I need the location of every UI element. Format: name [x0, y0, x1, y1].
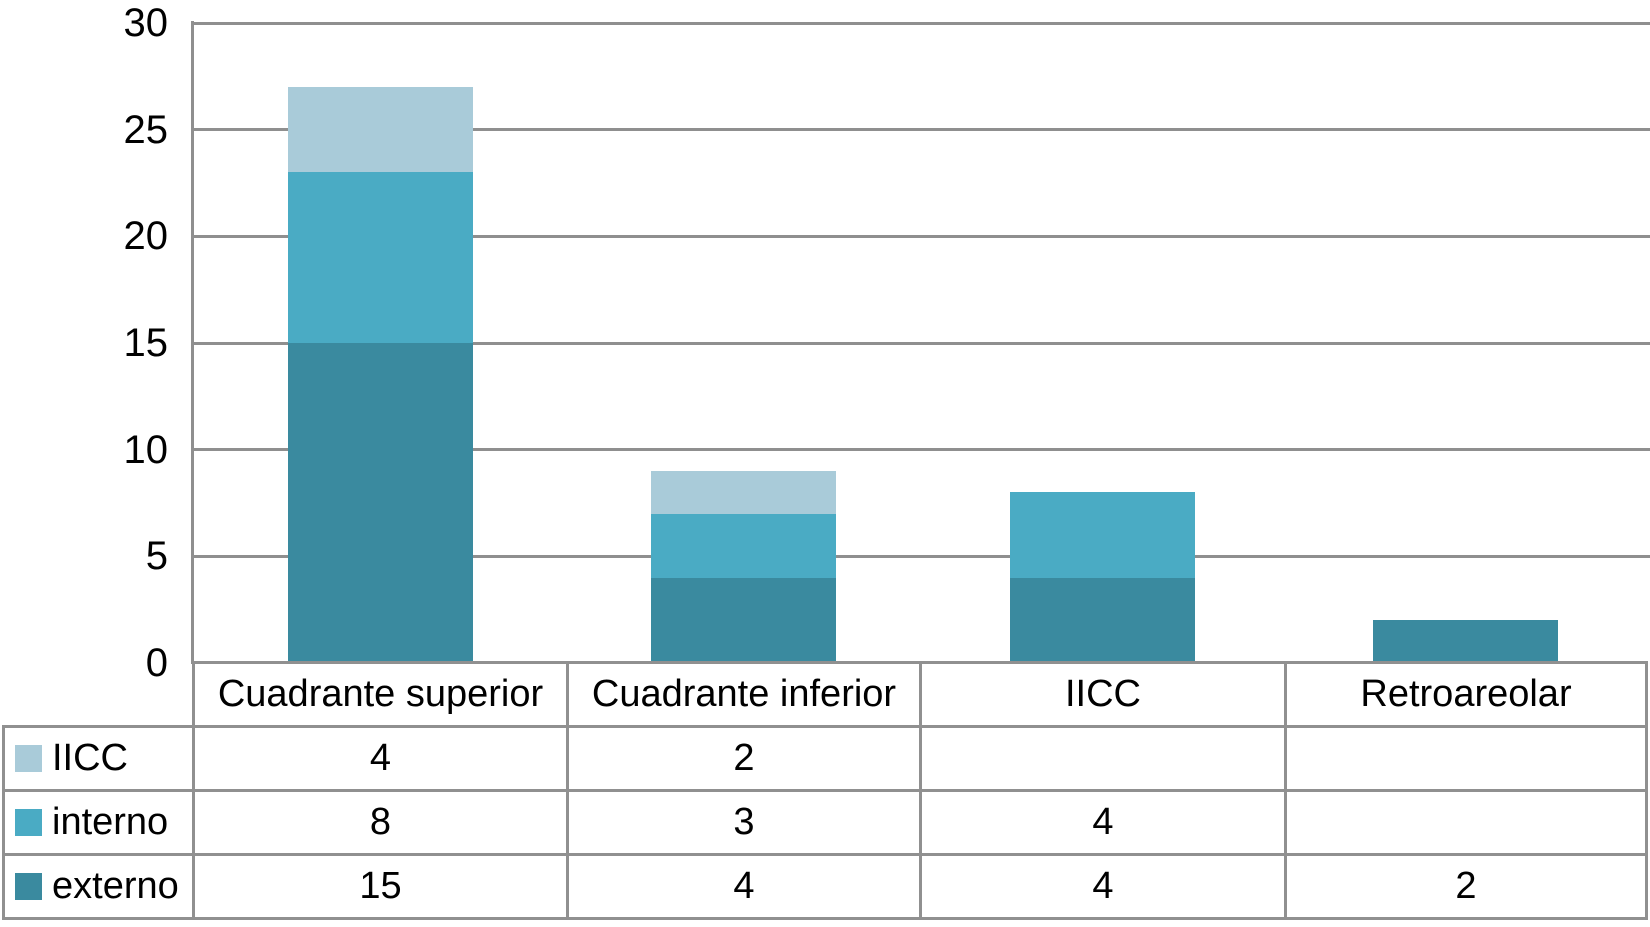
y-tick-label: 10 — [123, 427, 169, 472]
category-header: Cuadrante superior — [192, 661, 569, 728]
legend-item-iicc: IICC — [2, 725, 195, 792]
y-tick-label: 30 — [123, 1, 169, 45]
category-header: Cuadrante inferior — [566, 661, 922, 728]
legend-swatch-icon — [15, 809, 42, 836]
bar-segment-externo — [1010, 577, 1195, 663]
gridline — [193, 234, 1650, 238]
y-tick-label: 20 — [123, 214, 169, 259]
bar-segment-externo — [1373, 620, 1558, 663]
gridline — [193, 21, 1650, 25]
table-cell: 15 — [192, 853, 569, 920]
table-cell: 2 — [566, 725, 922, 792]
y-tick-label: 0 — [145, 641, 168, 685]
bar-segment-IICC — [651, 471, 836, 514]
bar-segment-externo — [651, 577, 836, 663]
gridline — [193, 341, 1650, 345]
gridline — [193, 554, 1650, 558]
gridline — [193, 448, 1650, 452]
bar-segment-interno — [651, 513, 836, 578]
bar-segment-externo — [287, 343, 473, 663]
y-tick-label: 25 — [123, 107, 169, 152]
legend-label: externo — [52, 865, 179, 907]
y-axis-line — [191, 21, 194, 664]
table-row-interno: interno 8 3 4 — [2, 789, 1648, 856]
table-cell: 3 — [566, 789, 922, 856]
legend-item-externo: externo — [2, 853, 195, 920]
table-cell — [919, 725, 1287, 792]
table-corner-cell — [4, 663, 194, 727]
legend-swatch-icon — [15, 745, 42, 772]
legend-item-interno: interno — [2, 789, 195, 856]
table-cell — [1284, 789, 1648, 856]
table-cell: 2 — [1284, 853, 1648, 920]
category-header-row: Cuadrante superior Cuadrante inferior II… — [4, 661, 1648, 728]
gridline — [193, 128, 1650, 132]
category-header: Retroareolar — [1284, 661, 1648, 728]
table-cell — [1284, 725, 1648, 792]
table-cell: 4 — [919, 853, 1287, 920]
bar-segment-interno — [1010, 492, 1195, 578]
data-table: Cuadrante superior Cuadrante inferior II… — [2, 661, 1648, 920]
table-cell: 8 — [192, 789, 569, 856]
table-row-iicc: IICC 4 2 — [2, 725, 1648, 792]
category-header: IICC — [919, 661, 1287, 728]
legend-swatch-icon — [15, 873, 42, 900]
y-tick-label: 15 — [123, 321, 169, 365]
legend-label: IICC — [52, 737, 128, 779]
bar-segment-interno — [287, 172, 473, 343]
table-cell: 4 — [919, 789, 1287, 856]
table-row-externo: externo 15 4 4 2 — [2, 853, 1648, 920]
table-cell: 4 — [566, 853, 922, 920]
bar-segment-IICC — [287, 87, 473, 173]
table-cell: 4 — [192, 725, 569, 792]
y-tick-label: 5 — [145, 534, 168, 579]
legend-label: interno — [52, 801, 169, 843]
